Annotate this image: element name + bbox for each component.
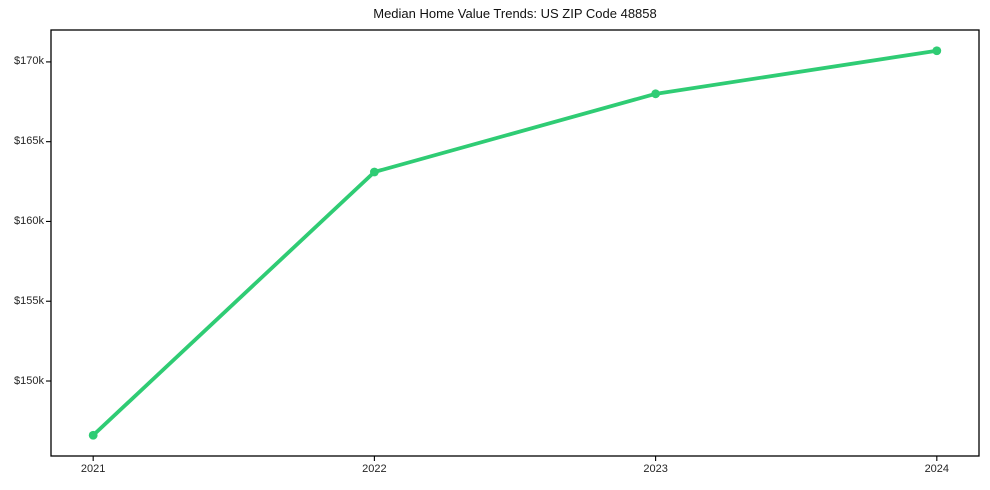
data-point [651,89,661,99]
data-point [88,430,98,440]
x-tick-label: 2024 [924,463,950,475]
plot-frame [50,29,980,457]
y-tick-label: $160k [14,214,44,227]
y-tick-label: $150k [14,374,44,387]
y-tick-label: $170k [14,55,44,68]
y-tick-label: $155k [14,294,44,307]
data-point [932,46,942,56]
trend-line [91,48,939,438]
chart-title: Median Home Value Trends: US ZIP Code 48… [373,6,657,21]
x-tick-label: 2022 [362,463,387,475]
y-tick-label: $165k [14,135,44,148]
data-point [369,167,379,177]
x-tick-label: 2023 [643,463,668,475]
x-tick-label: 2021 [80,463,106,475]
